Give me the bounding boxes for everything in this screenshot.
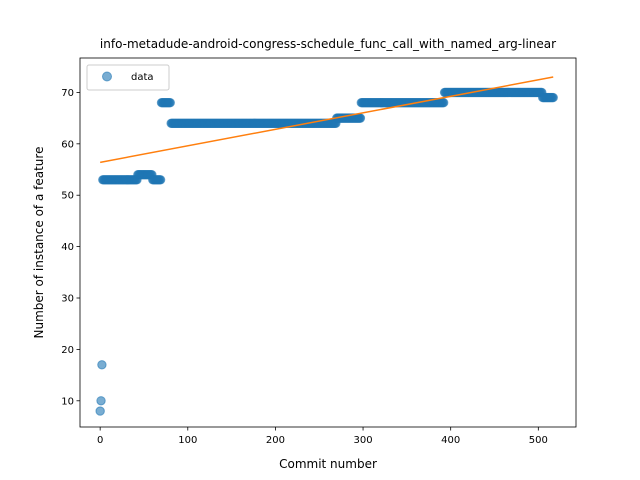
x-tick-label: 500 <box>529 435 548 446</box>
plot-frame <box>79 57 577 428</box>
y-tick-label: 30 <box>61 294 74 305</box>
x-tick-label: 0 <box>97 435 103 446</box>
legend-label-data: data <box>131 72 154 83</box>
chart-title: info-metadude-android-congress-schedule_… <box>100 37 556 51</box>
legend-box <box>86 64 170 91</box>
legend-marker-data <box>102 71 112 82</box>
data-point <box>548 92 558 103</box>
fit-line <box>100 76 554 164</box>
y-tick-label: 20 <box>61 345 74 356</box>
y-tick-label: 40 <box>61 242 74 253</box>
y-tick-label: 50 <box>61 191 74 202</box>
data-point <box>355 113 366 123</box>
data-point <box>97 360 107 370</box>
data-point <box>96 396 106 406</box>
data-point <box>95 406 105 416</box>
y-tick-label: 70 <box>61 88 74 99</box>
data-point <box>155 175 166 185</box>
x-tick-label: 300 <box>354 435 373 446</box>
legend: data <box>86 64 170 91</box>
x-axis-ticks: 0 100 200 300 400 500 <box>97 427 548 446</box>
x-axis-label: Commit number <box>279 457 377 471</box>
data-point <box>165 98 175 108</box>
y-axis-ticks: 10 20 30 40 50 60 70 <box>61 88 80 407</box>
y-tick-label: 10 <box>61 396 74 407</box>
y-tick-label: 60 <box>61 139 74 150</box>
x-tick-label: 100 <box>178 435 197 446</box>
x-tick-label: 200 <box>266 435 285 446</box>
data-point <box>438 98 449 108</box>
data-points <box>95 87 558 416</box>
y-axis-label: Number of instance of a feature <box>32 147 46 339</box>
fit-line-layer <box>100 76 554 164</box>
x-tick-label: 400 <box>441 435 460 446</box>
